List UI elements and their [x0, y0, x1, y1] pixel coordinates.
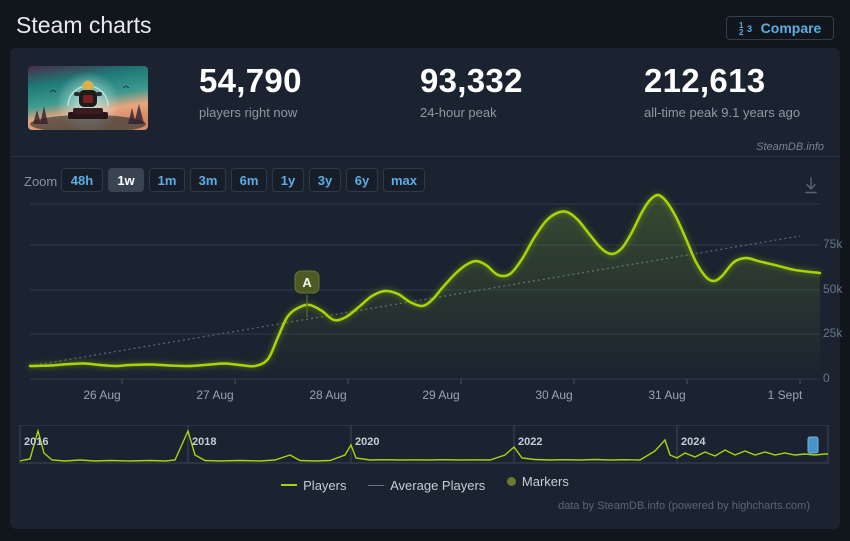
svg-text:2018: 2018: [192, 436, 216, 448]
svg-text:2020: 2020: [355, 436, 379, 448]
svg-text:2024: 2024: [681, 436, 706, 448]
svg-text:2022: 2022: [518, 436, 542, 448]
svg-text:29 Aug: 29 Aug: [422, 388, 459, 402]
svg-text:2: 2: [739, 28, 744, 35]
svg-text:31 Aug: 31 Aug: [648, 388, 685, 402]
svg-text:27 Aug: 27 Aug: [196, 388, 233, 402]
svg-text:2016: 2016: [24, 436, 48, 448]
svg-text:1 Sept: 1 Sept: [768, 388, 803, 402]
svg-text:A: A: [302, 275, 312, 290]
svg-text:3: 3: [747, 24, 752, 34]
svg-text:30 Aug: 30 Aug: [535, 388, 572, 402]
svg-text:25k: 25k: [823, 326, 843, 340]
svg-text:0: 0: [823, 371, 830, 385]
svg-text:50k: 50k: [823, 282, 843, 296]
svg-text:75k: 75k: [823, 237, 843, 251]
svg-text:26 Aug: 26 Aug: [83, 388, 120, 402]
svg-text:28 Aug: 28 Aug: [309, 388, 346, 402]
